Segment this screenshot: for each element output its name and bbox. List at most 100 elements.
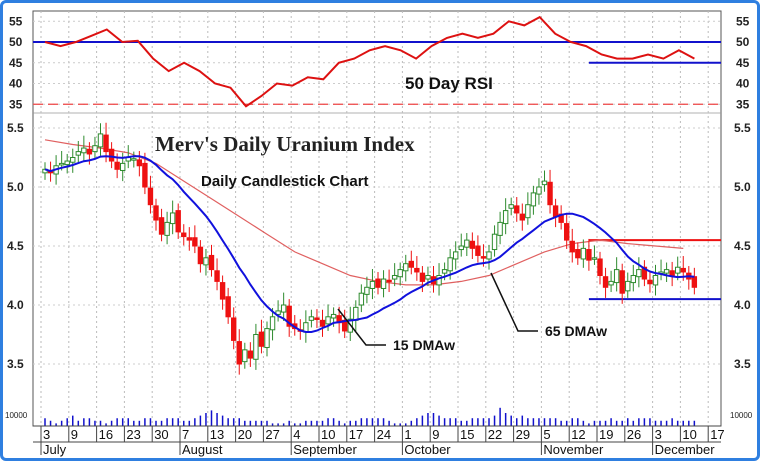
reference-lines (33, 41, 721, 301)
candle-body (181, 232, 187, 238)
week-label: 3 (43, 427, 50, 442)
candle-body (519, 213, 525, 221)
candle-body (575, 249, 581, 259)
week-label: 22 (488, 427, 502, 442)
candle-body (142, 162, 148, 188)
candle-body (225, 296, 231, 318)
week-label: 17 (710, 427, 724, 442)
candle-body (358, 292, 365, 306)
x-axis: 3 9 16 23 30 7 13 20 27 4 10 17 24 1 9 15 22 29 5 12 19 26 3 10… (33, 425, 725, 457)
grid (32, 10, 722, 427)
candle-body (325, 316, 331, 325)
rsi-tick-right: 50 (736, 35, 750, 49)
candle-body (414, 267, 420, 273)
candle-body (375, 278, 381, 288)
candle-body (280, 304, 287, 313)
candle-body (630, 275, 636, 284)
rsi-tick-left: 55 (9, 14, 23, 28)
candle-body (680, 267, 686, 273)
candle-body (353, 306, 359, 321)
rsi-tick-right: 35 (736, 97, 750, 111)
candle-body (264, 328, 270, 348)
dma65-label: 65 DMAw (545, 323, 607, 339)
candle-body (425, 275, 431, 280)
month-label: September (293, 442, 357, 457)
candle-body (514, 205, 520, 214)
rsi-line (44, 15, 695, 108)
price-tick-left: 4.0 (7, 298, 24, 312)
month-label: December (655, 442, 716, 457)
candle-body (469, 240, 476, 249)
candle-body (364, 286, 370, 295)
candle-body (369, 280, 376, 289)
candle-body (231, 317, 237, 341)
week-label: 19 (599, 427, 613, 442)
candle-body (497, 221, 503, 236)
candle-body (536, 186, 542, 195)
candle-body (169, 212, 176, 225)
candle-body (541, 180, 548, 186)
rsi-tick-right: 45 (736, 56, 750, 70)
candle-body (275, 310, 281, 315)
candle-body (436, 275, 442, 286)
week-label: 9 (432, 427, 439, 442)
candle-body (613, 269, 620, 284)
candle-body (491, 233, 498, 251)
month-label: November (543, 442, 604, 457)
candle-body (580, 247, 587, 260)
candle-body (691, 276, 698, 288)
rsi-label: 50 Day RSI (405, 74, 493, 93)
week-label: 30 (154, 427, 168, 442)
week-label: 4 (293, 427, 300, 442)
price-tick-right: 5.5 (734, 121, 751, 135)
dma15-line (44, 155, 695, 333)
candle-body (475, 245, 481, 256)
candle-body (508, 204, 514, 209)
price-tick-left: 4.5 (7, 239, 24, 253)
candle-body (175, 210, 181, 233)
candle-body (564, 223, 570, 241)
candle-body (386, 279, 392, 283)
candle-body (441, 269, 448, 274)
candle-body (652, 275, 659, 286)
week-label: 12 (571, 427, 585, 442)
week-label: 5 (543, 427, 550, 442)
candle-body (380, 278, 387, 289)
candle-body (480, 256, 487, 259)
candle-body (408, 260, 415, 268)
week-label: 27 (265, 427, 279, 442)
month-label: August (182, 442, 223, 457)
candle-body (397, 269, 403, 278)
candle-body (114, 161, 120, 170)
rsi-tick-left: 35 (9, 97, 23, 111)
candle-body (552, 205, 559, 218)
candle-body (236, 341, 242, 365)
candle-body (81, 147, 87, 154)
candle-body (597, 258, 603, 276)
week-label: 10 (321, 427, 335, 442)
candle-body (663, 269, 670, 274)
candle-body (158, 217, 165, 235)
candle-body (569, 240, 575, 253)
candle-body (70, 157, 76, 163)
candle-body (636, 269, 642, 278)
candle-body (403, 263, 409, 272)
candle-body (147, 187, 154, 206)
month-label: October (404, 442, 451, 457)
rsi-tick-right: 40 (736, 77, 750, 91)
price-tick-left: 3.5 (7, 357, 24, 371)
price-tick-left: 5.0 (7, 180, 24, 194)
volume-tick-left: 10000 (5, 411, 28, 420)
candle-body (308, 316, 315, 321)
candle-body (219, 282, 226, 300)
week-label: 20 (238, 427, 252, 442)
week-label: 29 (516, 427, 530, 442)
week-label: 24 (377, 427, 391, 442)
week-label: 13 (210, 427, 224, 442)
candle-body (208, 254, 215, 271)
week-label: 17 (349, 427, 363, 442)
candle-body (586, 249, 592, 261)
candle-body (286, 305, 292, 327)
